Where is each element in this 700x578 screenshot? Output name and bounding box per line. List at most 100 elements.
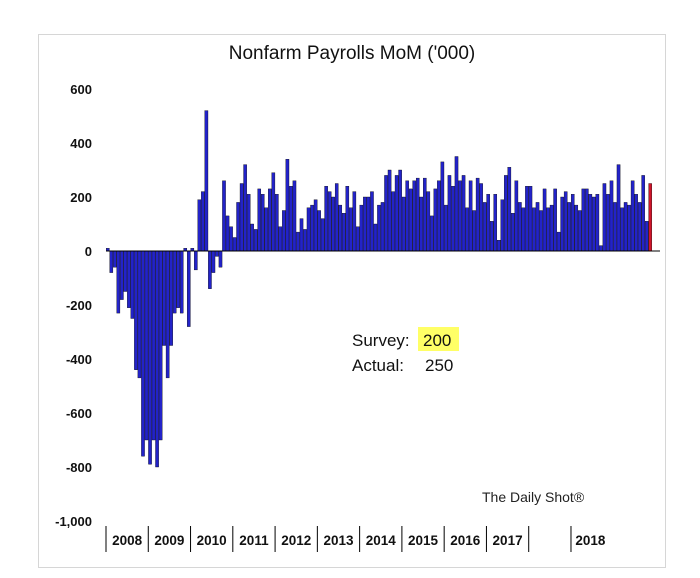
payroll-bar [620,207,624,252]
x-tick-label: 2009 [154,533,184,548]
payroll-bar [130,250,135,319]
payroll-bar [380,202,385,252]
payroll-bar [504,175,508,252]
payroll-bar [162,250,166,346]
bar-series [106,110,652,468]
payroll-bar [296,231,300,252]
y-tick-label: 0 [85,244,92,259]
payroll-bar [197,199,202,252]
payroll-bar [349,207,353,252]
payroll-bar [401,196,406,252]
payroll-bar [475,177,480,252]
payroll-bar [324,186,328,252]
payroll-bar [398,169,402,252]
x-tick-label: 2018 [575,533,606,548]
payroll-bar [232,237,237,252]
payroll-bar [489,221,494,252]
payroll-bar [405,180,409,252]
payroll-bar [194,250,198,271]
payroll-bar [366,196,371,252]
actual-value: 250 [425,356,453,375]
payroll-bar [634,194,638,252]
payroll-bar [613,202,617,252]
x-tick-label: 2014 [366,533,397,548]
x-tick-label: 2017 [493,533,523,548]
payroll-bar [384,175,388,252]
payroll-bar [585,188,589,252]
survey-highlight [418,327,459,351]
payroll-bar [606,194,610,252]
x-tick-label: 2013 [323,533,354,548]
payroll-bar [257,188,261,252]
payroll-bar [215,250,219,257]
payroll-bar [468,180,473,252]
payroll-bar [229,226,233,252]
payroll-bar [320,218,325,252]
y-tick-label: -800 [66,460,92,475]
payroll-bar [352,191,357,252]
payroll-bar [236,202,240,252]
payroll-bar [116,250,121,314]
x-axis: 2008 2009 2010 2011 2012 2013 2014 2015 2016 2017… [105,526,606,552]
payroll-bar [602,183,607,252]
payroll-bar [345,186,350,252]
payroll-bar [627,204,631,252]
payroll-bar [123,250,128,292]
y-axis: 600 400 200 0 -200 -400 -600 -800 -1,000 [55,82,92,529]
payroll-bar [599,245,603,252]
y-tick-label: -600 [66,406,92,421]
source-credit: The Daily Shot® [482,489,585,505]
payroll-bar [507,167,512,252]
x-tick-label: 2011 [239,533,269,548]
payroll-bar [271,172,276,252]
payroll-bar [500,199,505,252]
payroll-bar [609,180,614,252]
payroll-bar [539,210,543,252]
y-tick-label: 600 [70,82,92,97]
payroll-bar [172,250,177,314]
payroll-bar [331,196,335,252]
payroll-bar [239,183,244,252]
payroll-bar [373,223,378,252]
payroll-bar [616,164,621,252]
payroll-bar [644,221,649,252]
payroll-bar [169,250,173,346]
payroll-bar [176,250,180,308]
payroll-bar [359,204,364,252]
payroll-bar [426,191,431,252]
payroll-bar [109,250,114,273]
payroll-bar [514,180,519,252]
survey-label: Survey: [352,331,410,350]
payroll-bar [127,250,131,308]
payroll-bar [120,250,124,300]
payroll-bar [158,250,163,441]
payroll-bar [165,250,170,379]
payroll-bar [144,250,149,441]
payroll-bar [260,194,265,252]
payroll-bar [440,161,445,252]
payroll-bar [225,215,230,252]
payroll-bar [525,186,529,252]
x-tick-label: 2010 [197,533,227,548]
payroll-bar [275,194,279,252]
payroll-bar [387,169,392,252]
payroll-bar [472,210,476,252]
x-tick-label: 2016 [450,533,481,548]
payroll-bar [433,188,438,252]
payroll-bar [250,223,254,252]
payroll-bar [264,207,269,252]
payroll-bar [588,194,593,252]
payroll-bar [377,204,381,252]
payroll-bar [412,180,416,252]
payroll-bar [292,180,297,252]
payroll-bar [570,194,575,252]
payroll-bar [137,250,142,379]
payroll-bar [574,204,579,252]
actual-label: Actual: [352,356,404,375]
y-tick-label: 400 [70,136,92,151]
payroll-bar [419,196,424,252]
payroll-bar [461,175,466,252]
payroll-bar [391,191,395,252]
payroll-bar [528,186,533,252]
payroll-bar [246,194,251,252]
